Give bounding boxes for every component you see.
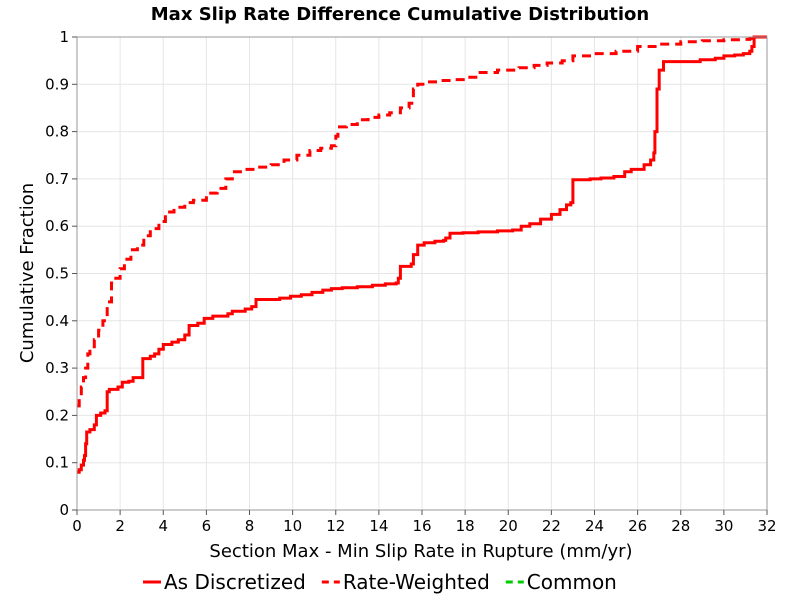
x-tick-label-7: 14 (369, 517, 388, 535)
ticks: 0 2 4 6 8 10 12 14 16 18 20 22 24 26 28 30 3200.10.20.30… (45, 28, 776, 535)
y-axis-label: Cumulative Fraction (17, 183, 38, 363)
x-tick-label-13: 26 (628, 517, 647, 535)
legend: As Discretized Rate-Weighted Common (143, 570, 617, 594)
y-tick-label-8: 0.8 (45, 123, 69, 141)
x-tick-label-3: 6 (202, 517, 212, 535)
y-tick-label-4: 0.4 (45, 312, 69, 330)
x-tick-label-9: 18 (456, 517, 475, 535)
x-tick-label-8: 16 (412, 517, 431, 535)
series-line-rate-weighted (77, 35, 767, 408)
x-tick-label-10: 20 (499, 517, 518, 535)
y-tick-label-0: 0 (59, 501, 69, 519)
y-tick-label-1: 0.1 (45, 454, 69, 472)
x-tick-label-5: 10 (283, 517, 302, 535)
y-tick-label-5: 0.5 (45, 265, 69, 283)
y-tick-label-9: 0.9 (45, 75, 69, 93)
legend-label-as-discretized: As Discretized (164, 570, 306, 594)
x-tick-label-2: 4 (158, 517, 168, 535)
y-tick-label-3: 0.3 (45, 359, 69, 377)
legend-label-rate-weighted: Rate-Weighted (343, 570, 490, 594)
legend-item-as-discretized: As Discretized (143, 570, 306, 594)
x-tick-label-1: 2 (115, 517, 125, 535)
y-tick-label-6: 0.6 (45, 217, 69, 235)
x-tick-label-4: 8 (245, 517, 255, 535)
series-layer (77, 35, 767, 474)
legend-label-common: Common (527, 570, 617, 594)
legend-item-rate-weighted: Rate-Weighted (321, 570, 490, 594)
y-tick-label-10: 1 (59, 28, 69, 46)
x-tick-label-0: 0 (72, 517, 82, 535)
x-tick-label-12: 24 (585, 517, 604, 535)
x-tick-label-6: 12 (326, 517, 345, 535)
x-tick-label-14: 28 (671, 517, 690, 535)
x-tick-label-11: 22 (542, 517, 561, 535)
legend-item-common: Common (505, 570, 617, 594)
y-tick-label-2: 0.2 (45, 406, 69, 424)
x-tick-label-15: 30 (714, 517, 733, 535)
chart-title: Max Slip Rate Difference Cumulative Dist… (151, 4, 649, 25)
x-axis-label: Section Max - Min Slip Rate in Rupture (… (209, 541, 632, 562)
x-tick-label-16: 32 (757, 517, 776, 535)
y-tick-label-7: 0.7 (45, 170, 69, 188)
series-line-as-discretized (77, 35, 767, 474)
